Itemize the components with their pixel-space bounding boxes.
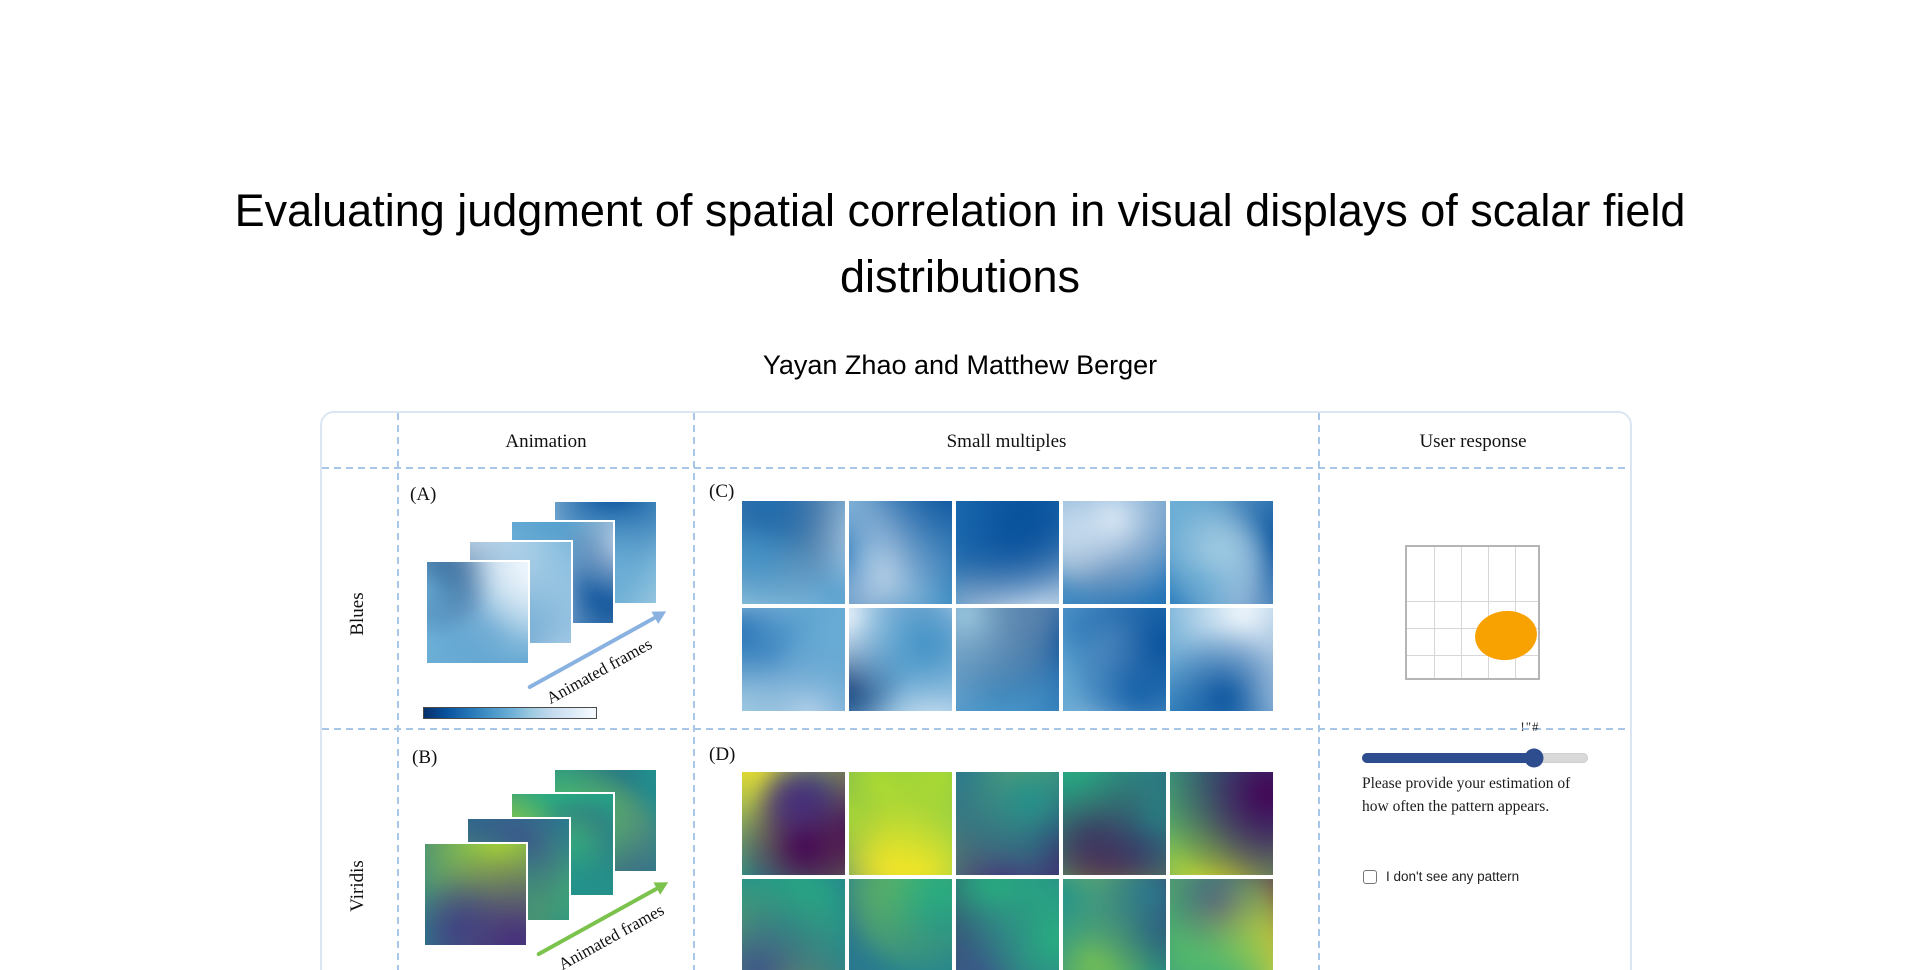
panel-label-d: (D): [709, 744, 736, 765]
grid-divider: [693, 413, 695, 970]
scalar-field-cell: [956, 501, 1059, 604]
no-pattern-checkbox[interactable]: [1363, 869, 1377, 884]
scalar-field-texture: [1063, 608, 1166, 711]
scalar-field-texture: [742, 879, 845, 970]
scalar-field-texture: [956, 501, 1059, 604]
scalar-field-texture: [849, 879, 952, 970]
scalar-field-texture: [1063, 879, 1166, 970]
scalar-field-texture: [742, 772, 845, 875]
grid-divider: [322, 467, 1630, 469]
response-grid-line: [1434, 547, 1435, 678]
scalar-field-cell: [849, 501, 952, 604]
scalar-field-cell: [1063, 879, 1166, 970]
scalar-field-cell: [742, 501, 845, 604]
scalar-field-cell: [956, 879, 1059, 970]
scalar-field-texture: [425, 844, 526, 945]
no-pattern-checkbox-label[interactable]: I don't see any pattern: [1386, 869, 1520, 884]
grid-divider: [322, 728, 1630, 730]
column-header-small-multiples: Small multiples: [946, 431, 1067, 452]
row-label-blues: Blues: [347, 592, 368, 636]
grid-divider: [1318, 413, 1320, 970]
paper-authors: Yayan Zhao and Matthew Berger: [762, 350, 1158, 380]
slider-value-label: !"#: [1520, 719, 1540, 734]
scalar-field-cell: [742, 879, 845, 970]
small-multiples-grid-viridis: [742, 772, 1273, 970]
panel-label-a: (A): [410, 484, 437, 505]
panel-label-c: (C): [709, 481, 735, 502]
scalar-field-texture: [742, 501, 845, 604]
no-pattern-checkbox-row: I don't see any pattern: [1363, 869, 1519, 884]
scalar-field-texture: [742, 608, 845, 711]
animation-frame: [425, 560, 530, 665]
row-label-viridis: Viridis: [347, 860, 368, 912]
scalar-field-cell: [1063, 608, 1166, 711]
slider-thumb[interactable]: [1524, 748, 1544, 768]
animation-frame: [423, 842, 528, 947]
scalar-field-texture: [1170, 772, 1273, 875]
grid-divider: [397, 413, 399, 970]
scalar-field-cell: [1063, 772, 1166, 875]
slider-fill: [1362, 753, 1534, 763]
column-header-animation: Animation: [505, 431, 587, 452]
scalar-field-cell: [849, 608, 952, 711]
scalar-field-texture: [427, 562, 528, 663]
scalar-field-cell: [742, 608, 845, 711]
blues-colorbar: [423, 707, 597, 719]
scalar-field-cell: [1063, 501, 1166, 604]
scalar-field-texture: [956, 608, 1059, 711]
scalar-field-cell: [1170, 879, 1273, 970]
scalar-field-texture: [1170, 879, 1273, 970]
panel-label-b: (B): [412, 747, 438, 768]
scalar-field-cell: [956, 772, 1059, 875]
scalar-field-cell: [742, 772, 845, 875]
scalar-field-texture: [956, 772, 1059, 875]
column-header-user-response: User response: [1419, 431, 1527, 452]
scalar-field-cell: [1170, 608, 1273, 711]
scalar-field-texture: [1063, 772, 1166, 875]
scalar-field-cell: [1170, 501, 1273, 604]
scalar-field-texture: [849, 608, 952, 711]
response-grid-line: [1407, 601, 1538, 602]
scalar-field-texture: [1170, 501, 1273, 604]
response-grid-line: [1461, 547, 1462, 678]
slider-instruction: Please provide your estimation of how of…: [1362, 775, 1571, 815]
response-grid-line: [1488, 547, 1489, 678]
scalar-field-cell: [1170, 772, 1273, 875]
scalar-field-cell: [956, 608, 1059, 711]
scalar-field-texture: [849, 772, 952, 875]
scalar-field-cell: [849, 879, 952, 970]
scalar-field-texture: [1063, 501, 1166, 604]
paper-title: Evaluating judgment of spatial correlati…: [234, 185, 1686, 302]
small-multiples-grid-blues: [742, 501, 1273, 711]
scalar-field-texture: [1170, 608, 1273, 711]
scalar-field-cell: [849, 772, 952, 875]
response-grid-line: [1407, 628, 1538, 629]
scalar-field-texture: [956, 879, 1059, 970]
estimation-slider[interactable]: [1362, 748, 1588, 768]
response-grid-line: [1407, 655, 1538, 656]
scalar-field-texture: [849, 501, 952, 604]
